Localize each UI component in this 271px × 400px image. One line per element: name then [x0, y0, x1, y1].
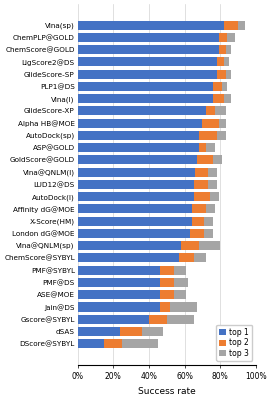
- Bar: [78, 204, 192, 214]
- Bar: [170, 302, 197, 312]
- Bar: [215, 106, 226, 116]
- Bar: [78, 278, 160, 287]
- Bar: [224, 94, 231, 103]
- Bar: [78, 94, 213, 103]
- Bar: [174, 290, 186, 299]
- Bar: [78, 253, 179, 262]
- Bar: [217, 70, 226, 79]
- Bar: [167, 314, 193, 324]
- Bar: [78, 327, 120, 336]
- Bar: [78, 106, 206, 116]
- Bar: [226, 45, 231, 54]
- Bar: [222, 82, 227, 91]
- Bar: [78, 229, 190, 238]
- Bar: [204, 229, 213, 238]
- Bar: [174, 278, 188, 287]
- Bar: [238, 20, 245, 30]
- Bar: [122, 339, 158, 348]
- Bar: [193, 253, 206, 262]
- Bar: [78, 314, 149, 324]
- Bar: [204, 216, 213, 226]
- Bar: [174, 266, 186, 275]
- Bar: [217, 131, 226, 140]
- Bar: [160, 290, 174, 299]
- Bar: [142, 327, 163, 336]
- X-axis label: Success rate: Success rate: [138, 387, 196, 396]
- Bar: [206, 143, 215, 152]
- Bar: [217, 57, 224, 66]
- Bar: [78, 339, 104, 348]
- Bar: [78, 118, 202, 128]
- Bar: [224, 20, 238, 30]
- Bar: [78, 57, 217, 66]
- Bar: [197, 155, 213, 164]
- Bar: [206, 204, 215, 214]
- Bar: [210, 192, 218, 201]
- Bar: [78, 241, 181, 250]
- Bar: [199, 241, 220, 250]
- Bar: [202, 118, 218, 128]
- Bar: [192, 204, 206, 214]
- Bar: [160, 302, 170, 312]
- Bar: [208, 168, 217, 177]
- Bar: [181, 241, 199, 250]
- Bar: [78, 143, 199, 152]
- Bar: [199, 131, 217, 140]
- Bar: [206, 106, 215, 116]
- Bar: [193, 192, 210, 201]
- Bar: [149, 314, 167, 324]
- Bar: [78, 82, 213, 91]
- Bar: [227, 33, 235, 42]
- Bar: [218, 45, 226, 54]
- Bar: [179, 253, 193, 262]
- Bar: [218, 33, 227, 42]
- Bar: [78, 131, 199, 140]
- Bar: [213, 94, 224, 103]
- Bar: [224, 57, 229, 66]
- Bar: [208, 180, 217, 189]
- Bar: [78, 266, 160, 275]
- Bar: [213, 82, 222, 91]
- Legend: top 1, top 2, top 3: top 1, top 2, top 3: [216, 325, 252, 361]
- Bar: [78, 180, 193, 189]
- Bar: [192, 216, 204, 226]
- Bar: [78, 216, 192, 226]
- Bar: [78, 33, 218, 42]
- Bar: [78, 70, 217, 79]
- Bar: [226, 70, 231, 79]
- Bar: [120, 327, 142, 336]
- Bar: [195, 168, 208, 177]
- Bar: [160, 266, 174, 275]
- Bar: [78, 45, 218, 54]
- Bar: [78, 290, 160, 299]
- Bar: [78, 302, 160, 312]
- Bar: [218, 118, 226, 128]
- Bar: [78, 20, 224, 30]
- Bar: [78, 192, 193, 201]
- Bar: [190, 229, 204, 238]
- Bar: [199, 143, 206, 152]
- Bar: [160, 278, 174, 287]
- Bar: [193, 180, 208, 189]
- Bar: [78, 155, 197, 164]
- Bar: [104, 339, 122, 348]
- Bar: [78, 168, 195, 177]
- Bar: [213, 155, 222, 164]
